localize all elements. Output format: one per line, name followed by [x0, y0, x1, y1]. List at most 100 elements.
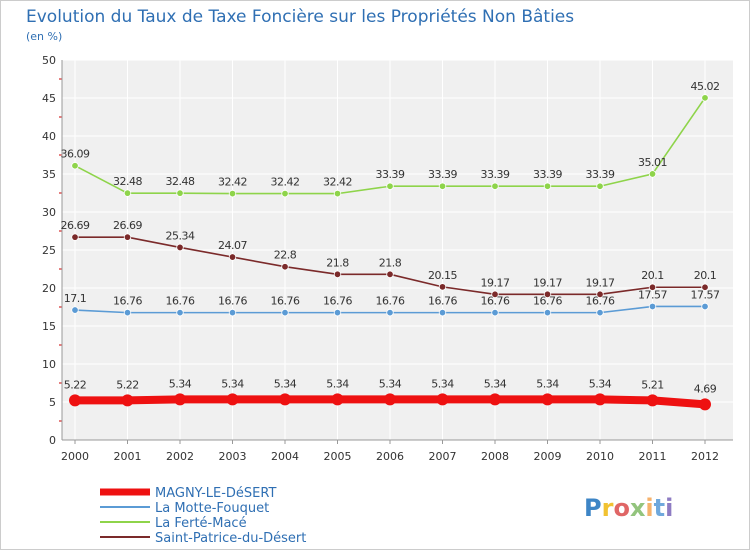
grid — [62, 59, 733, 440]
logo-letter: x — [630, 494, 646, 522]
data-label-magny-le-d-sert: 5.34 — [431, 377, 454, 390]
y-tick-label: 5 — [49, 396, 56, 409]
x-tick-label: 2006 — [376, 450, 404, 463]
x-tick-label: 2011 — [639, 450, 667, 463]
data-point-magny-le-d-sert — [331, 393, 344, 406]
x-tick-label: 2004 — [271, 450, 299, 463]
data-point-la-fert-mac — [648, 170, 657, 178]
data-point-saint-patrice-du-d-sert — [438, 283, 447, 291]
data-label-la-motte-fouquet: 16.76 — [113, 295, 142, 308]
data-label-la-motte-fouquet: 16.76 — [533, 295, 562, 308]
data-label-saint-patrice-du-d-sert: 19.17 — [533, 276, 562, 289]
data-label-magny-le-d-sert: 5.34 — [169, 377, 192, 390]
y-tick-label: 0 — [49, 434, 56, 447]
data-point-la-motte-fouquet — [596, 308, 604, 317]
data-point-saint-patrice-du-d-sert — [386, 270, 394, 279]
data-point-la-fert-mac — [438, 182, 447, 190]
data-point-la-fert-mac — [333, 189, 342, 198]
data-label-la-motte-fouquet: 16.76 — [428, 295, 457, 308]
data-label-saint-patrice-du-d-sert: 20.15 — [428, 269, 457, 282]
data-label-saint-patrice-du-d-sert: 20.1 — [641, 269, 664, 282]
data-label-la-fert-mac: 33.39 — [481, 168, 510, 181]
y-tick-label: 45 — [42, 92, 56, 105]
y-tick-label: 50 — [42, 54, 56, 67]
data-label-la-fert-mac: 33.39 — [428, 168, 457, 181]
data-point-la-fert-mac — [701, 94, 709, 102]
data-label-saint-patrice-du-d-sert: 24.07 — [218, 239, 247, 252]
data-point-magny-le-d-sert — [121, 394, 134, 407]
legend-label-saint-patrice-du-d-sert: Saint-Patrice-du-Désert — [155, 531, 306, 546]
data-point-la-motte-fouquet — [648, 302, 657, 311]
data-label-magny-le-d-sert: 5.22 — [116, 378, 139, 391]
data-point-la-motte-fouquet — [543, 308, 552, 317]
data-point-saint-patrice-du-d-sert — [71, 233, 79, 241]
data-label-la-motte-fouquet: 16.76 — [166, 295, 195, 308]
proxiti-logo: Proxiti — [584, 494, 673, 522]
x-tick-label: 2008 — [481, 450, 509, 463]
data-point-la-fert-mac — [71, 162, 79, 170]
data-label-saint-patrice-du-d-sert: 26.69 — [113, 219, 142, 232]
x-tick-label: 2002 — [166, 450, 194, 463]
data-label-magny-le-d-sert: 5.21 — [641, 378, 664, 391]
data-label-saint-patrice-du-d-sert: 20.1 — [694, 269, 717, 282]
x-tick-label: 2003 — [219, 450, 247, 463]
data-label-magny-le-d-sert: 5.34 — [221, 377, 244, 390]
logo-letter: r — [602, 494, 614, 522]
data-point-la-fert-mac — [281, 189, 289, 198]
data-label-la-fert-mac: 32.42 — [323, 176, 352, 189]
data-point-la-fert-mac — [386, 182, 394, 190]
data-label-la-motte-fouquet: 16.76 — [376, 295, 405, 308]
data-point-la-motte-fouquet — [176, 308, 184, 317]
data-point-saint-patrice-du-d-sert — [648, 283, 657, 291]
data-point-magny-le-d-sert — [226, 393, 239, 406]
data-point-la-fert-mac — [123, 189, 132, 197]
x-tick-label: 2000 — [61, 450, 89, 463]
data-label-la-fert-mac: 35.01 — [638, 156, 667, 169]
data-point-saint-patrice-du-d-sert — [543, 290, 552, 299]
data-point-la-motte-fouquet — [386, 308, 394, 317]
x-tick-label: 2010 — [586, 450, 614, 463]
y-tick-label: 35 — [42, 168, 56, 181]
x-tick-label: 2012 — [691, 450, 719, 463]
data-point-saint-patrice-du-d-sert — [281, 263, 289, 271]
data-point-magny-le-d-sert — [174, 393, 186, 406]
data-label-saint-patrice-du-d-sert: 19.17 — [481, 276, 510, 289]
data-label-la-motte-fouquet: 17.57 — [691, 288, 720, 301]
legend-label-magny-le-d-sert: MAGNY-LE-DéSERT — [155, 486, 276, 501]
data-label-saint-patrice-du-d-sert: 26.69 — [61, 219, 90, 232]
y-axis-unit: (en %) — [26, 30, 62, 43]
data-label-la-motte-fouquet: 16.76 — [218, 295, 247, 308]
data-label-la-motte-fouquet: 16.76 — [323, 295, 352, 308]
data-point-magny-le-d-sert — [384, 393, 396, 406]
data-label-la-fert-mac: 32.48 — [113, 175, 142, 188]
data-point-magny-le-d-sert — [69, 394, 81, 407]
data-point-la-motte-fouquet — [333, 308, 342, 317]
data-point-la-fert-mac — [228, 189, 237, 198]
data-label-la-fert-mac: 33.39 — [376, 168, 405, 181]
data-point-la-fert-mac — [596, 182, 604, 190]
x-tick-label: 2001 — [114, 450, 142, 463]
data-point-magny-le-d-sert — [436, 393, 449, 406]
data-point-la-fert-mac — [543, 182, 552, 190]
data-point-magny-le-d-sert — [699, 398, 711, 411]
data-label-magny-le-d-sert: 5.34 — [589, 377, 612, 390]
data-point-saint-patrice-du-d-sert — [491, 290, 499, 299]
chart-title: Evolution du Taux de Taxe Foncière sur l… — [26, 7, 574, 27]
data-point-saint-patrice-du-d-sert — [123, 233, 132, 241]
data-point-magny-le-d-sert — [489, 393, 501, 406]
legend-label-la-fert-mac: La Ferté-Macé — [155, 516, 247, 531]
data-point-la-motte-fouquet — [228, 308, 237, 317]
legend-label-la-motte-fouquet: La Motte-Fouquet — [155, 501, 269, 516]
data-point-la-fert-mac — [491, 182, 499, 190]
data-point-la-motte-fouquet — [123, 308, 132, 317]
data-label-magny-le-d-sert: 5.34 — [326, 377, 349, 390]
data-point-la-motte-fouquet — [438, 308, 447, 317]
data-label-magny-le-d-sert: 5.34 — [484, 377, 507, 390]
data-label-la-motte-fouquet: 17.57 — [638, 288, 667, 301]
data-point-saint-patrice-du-d-sert — [596, 290, 604, 299]
y-tick-label: 30 — [42, 206, 56, 219]
data-label-magny-le-d-sert: 4.69 — [694, 382, 717, 395]
data-label-la-fert-mac: 36.09 — [61, 148, 90, 161]
